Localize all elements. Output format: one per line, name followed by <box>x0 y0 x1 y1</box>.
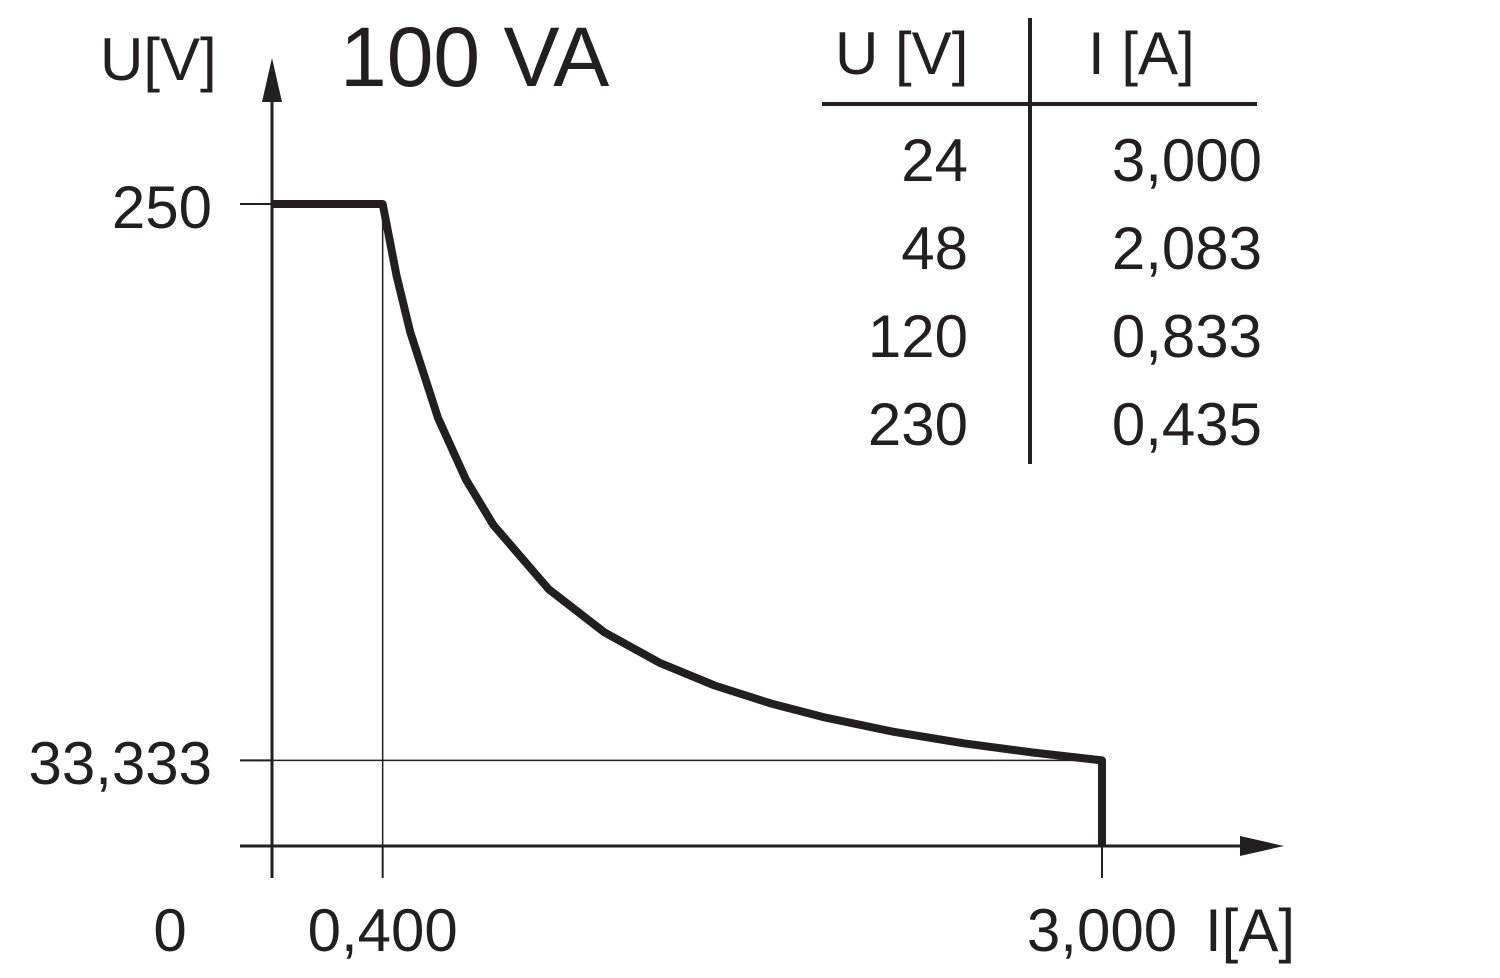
curve <box>272 200 1106 846</box>
y-axis-label: U[V] <box>100 26 217 93</box>
table-cell: 120 <box>868 303 968 370</box>
y-axis-arrow <box>262 58 282 102</box>
x-tick-label: 3,000 <box>1027 897 1177 964</box>
table-cell: 0,435 <box>1112 391 1262 458</box>
table-cell: 48 <box>901 215 968 282</box>
table-cell: 24 <box>901 127 968 194</box>
table-header: I [A] <box>1088 20 1195 87</box>
table-cell: 0,833 <box>1112 303 1262 370</box>
x-tick-label: 0,400 <box>308 897 458 964</box>
table-header: U [V] <box>835 20 968 87</box>
table-cell: 230 <box>868 391 968 458</box>
table-cell: 3,000 <box>1112 127 1262 194</box>
y-tick-label: 33,333 <box>28 730 212 797</box>
x-axis-arrow <box>1240 836 1284 856</box>
table-cell: 2,083 <box>1112 215 1262 282</box>
x-axis-label: I[A] <box>1205 897 1295 964</box>
chart-title: 100 VA <box>340 10 609 104</box>
y-tick-label: 250 <box>112 174 212 241</box>
x-tick-label: 0 <box>153 897 186 964</box>
